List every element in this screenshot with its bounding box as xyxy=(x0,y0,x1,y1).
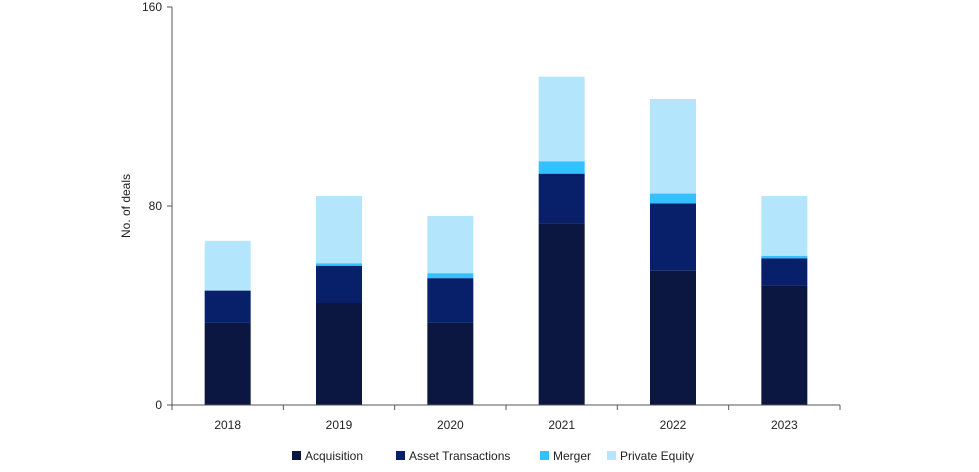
legend: Acquisition Asset Transactions Merger Priva… xyxy=(292,449,694,463)
x-ticks: 2018 2019 2020 2021 2022 2023 xyxy=(171,405,841,432)
bar-segment-asset-transactions xyxy=(204,290,251,323)
bar-segment-asset-transactions xyxy=(538,173,585,224)
bar-segment-asset-transactions xyxy=(427,278,474,323)
x-tick-label: 2021 xyxy=(548,418,575,432)
bar-segment-acquisition xyxy=(427,322,474,405)
legend-item: Acquisition xyxy=(292,449,363,463)
bar-segment-merger xyxy=(538,161,585,174)
legend-swatch xyxy=(540,451,549,460)
legend-swatch xyxy=(607,451,616,460)
legend-label: Asset Transactions xyxy=(409,449,510,463)
legend-item: Merger xyxy=(540,449,591,463)
bar-segment-merger xyxy=(761,255,808,259)
x-tick-label: 2019 xyxy=(326,418,353,432)
x-tick-label: 2020 xyxy=(437,418,464,432)
bar-segment-private-equity xyxy=(538,76,585,162)
y-tick-label: 160 xyxy=(142,0,162,14)
bar-segment-acquisition xyxy=(650,270,696,405)
bar-segment-acquisition xyxy=(538,223,585,405)
bar-segment-merger xyxy=(650,193,696,204)
bar-segment-asset-transactions xyxy=(761,258,808,286)
bar-segment-private-equity xyxy=(650,99,696,194)
y-axis-label: No. of deals xyxy=(119,174,133,238)
bar-segment-acquisition xyxy=(204,322,251,405)
bar-segment-private-equity xyxy=(204,240,251,291)
bar-segment-private-equity xyxy=(761,196,808,256)
y-tick-label: 80 xyxy=(149,199,163,213)
bar-segment-asset-transactions xyxy=(650,203,696,271)
legend-label: Acquisition xyxy=(305,449,363,463)
legend-swatch xyxy=(292,451,301,460)
legend-label: Merger xyxy=(553,449,591,463)
bar-segment-merger xyxy=(427,273,474,279)
bars-group xyxy=(204,76,808,405)
bar-segment-merger xyxy=(316,263,362,266)
x-tick-label: 2018 xyxy=(214,418,241,432)
legend-label: Private Equity xyxy=(620,449,694,463)
bar-segment-private-equity xyxy=(316,196,362,264)
legend-item: Asset Transactions xyxy=(396,449,510,463)
x-tick-label: 2022 xyxy=(660,418,687,432)
bar-segment-asset-transactions xyxy=(316,265,362,304)
bar-segment-acquisition xyxy=(761,285,808,405)
legend-item: Private Equity xyxy=(607,449,694,463)
y-ticks: 0 80 160 xyxy=(142,0,172,412)
bar-segment-private-equity xyxy=(427,215,474,274)
y-tick-label: 0 xyxy=(155,398,162,412)
bar-segment-acquisition xyxy=(316,303,362,405)
x-tick-label: 2023 xyxy=(771,418,798,432)
legend-swatch xyxy=(396,451,405,460)
